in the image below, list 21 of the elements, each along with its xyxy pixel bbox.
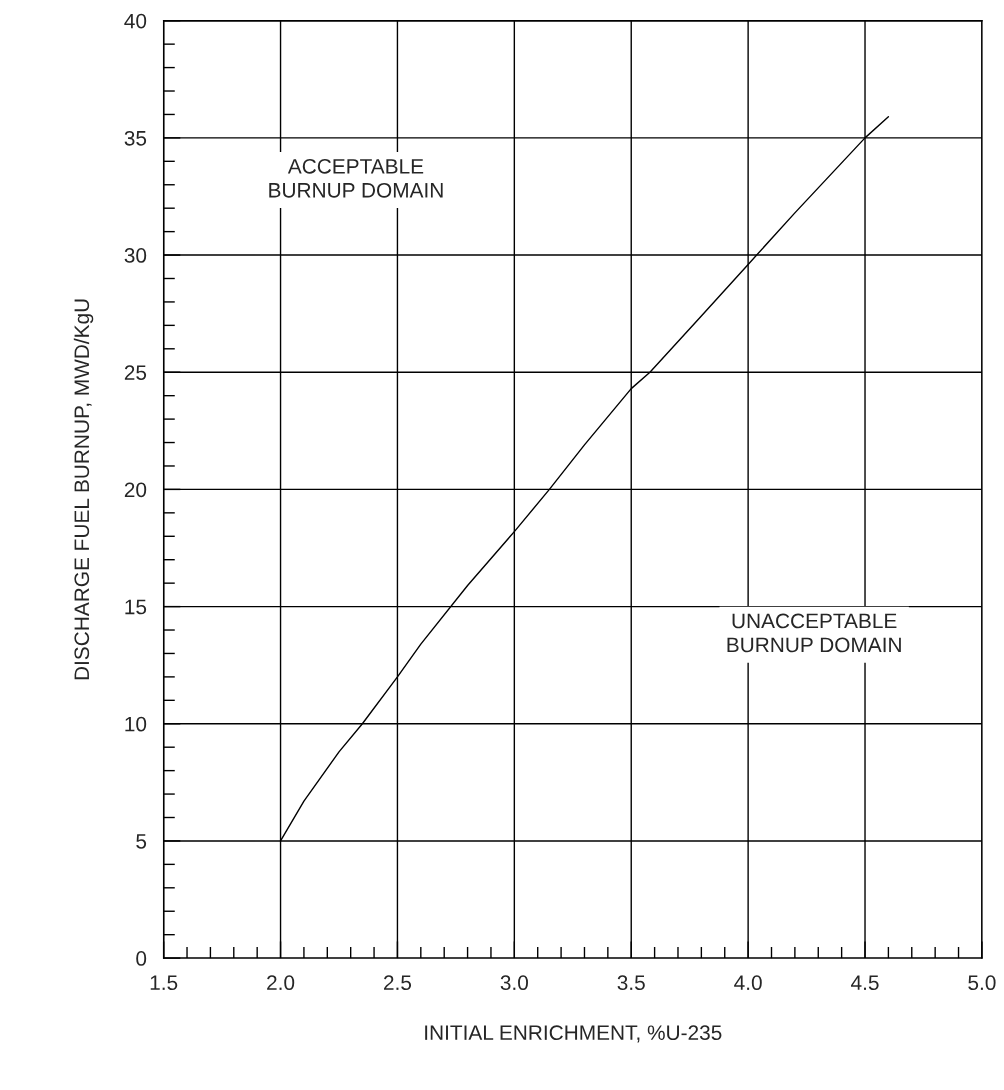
x-tick-label: 2.5 — [384, 975, 412, 991]
annotation: UNACCEPTABLE BURNUP DOMAIN — [727, 613, 901, 653]
y-tick-label: 5 — [136, 834, 147, 849]
y-axis-title: DISCHARGE FUEL BURNUP, MWD/KgU — [73, 299, 94, 680]
y-tick-label: 30 — [124, 248, 147, 263]
y-tick-label: 20 — [124, 482, 147, 498]
annotation: ACCEPTABLE BURNUP DOMAIN — [269, 158, 443, 198]
x-tick-label: 1.5 — [150, 975, 178, 991]
x-tick-label: 3.0 — [500, 975, 528, 991]
x-axis-title: INITIAL ENRICHMENT, %U-235 — [425, 1025, 722, 1043]
y-tick-label: 25 — [124, 365, 147, 380]
y-tick-label: 10 — [125, 716, 147, 732]
x-tick-label: 3.5 — [617, 975, 645, 991]
x-tick-label: 4.5 — [851, 975, 879, 991]
x-tick-label: 5.0 — [968, 975, 996, 991]
y-tick-label: 0 — [136, 951, 147, 966]
x-tick-label: 4.0 — [734, 975, 762, 991]
y-tick-label: 40 — [124, 13, 147, 29]
y-tick-label: 35 — [124, 130, 147, 146]
x-tick-label: 2.0 — [267, 975, 295, 991]
y-tick-label: 15 — [125, 599, 147, 615]
